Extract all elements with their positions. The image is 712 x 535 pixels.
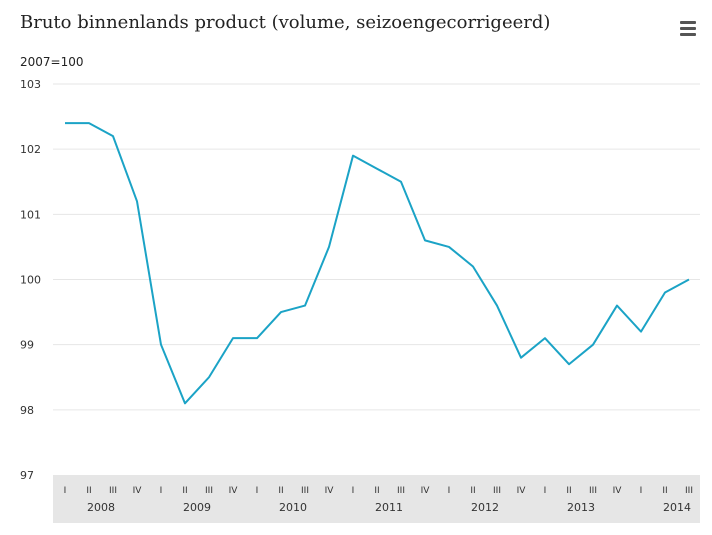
y-tick-label: 103 <box>20 78 41 91</box>
x-tick-label: II <box>182 486 187 496</box>
x-tick-label: II <box>86 486 91 496</box>
y-tick-label: 101 <box>20 208 41 221</box>
x-tick-label: II <box>374 486 379 496</box>
x-tick-label: III <box>301 486 309 496</box>
gridlines <box>53 83 700 411</box>
x-tick-label: IV <box>133 486 143 496</box>
year-label: 2009 <box>183 501 211 514</box>
x-tick-label: III <box>493 486 501 496</box>
x-tick-label: I <box>544 486 547 496</box>
year-label: 2013 <box>567 501 595 514</box>
x-tick-label: IV <box>421 486 431 496</box>
year-label: 2010 <box>279 501 307 514</box>
x-tick-label: IV <box>325 486 335 496</box>
chart-title: Bruto binnenlands product (volume, seizo… <box>20 12 551 33</box>
y-tick-label: 100 <box>20 274 41 287</box>
x-tick-label: IV <box>517 486 527 496</box>
x-tick-label: II <box>662 486 667 496</box>
hamburger-menu-icon[interactable] <box>676 16 700 40</box>
x-tick-label: II <box>278 486 283 496</box>
x-tick-label: IV <box>229 486 239 496</box>
x-tick-label: III <box>109 486 117 496</box>
x-tick-label: I <box>160 486 163 496</box>
x-tick-label: I <box>64 486 67 496</box>
x-axis-band <box>53 475 700 523</box>
year-label: 2011 <box>375 501 403 514</box>
series-layer <box>64 122 690 405</box>
x-tick-label: II <box>566 486 571 496</box>
year-label: 2008 <box>87 501 115 514</box>
x-tick-label: IV <box>613 486 623 496</box>
y-tick-label: 99 <box>20 339 34 352</box>
x-axis-ticks: I II III IV I II III IV I II III IV I II III IV I II III IV… <box>64 486 693 514</box>
x-tick-label: III <box>205 486 213 496</box>
x-tick-label: III <box>397 486 405 496</box>
x-tick-label: I <box>256 486 259 496</box>
y-tick-label: 97 <box>20 469 34 482</box>
x-tick-label: II <box>470 486 475 496</box>
y-tick-label: 102 <box>20 143 41 156</box>
year-label: 2014 <box>663 501 691 514</box>
series-line <box>65 122 690 405</box>
y-tick-label: 98 <box>20 404 34 417</box>
x-tick-label: III <box>685 486 693 496</box>
unit-label: 2007=100 <box>20 55 84 69</box>
x-tick-label: I <box>640 486 643 496</box>
y-axis-ticks: 103 102 101 100 99 98 97 <box>20 78 41 482</box>
year-label: 2012 <box>471 501 499 514</box>
x-tick-label: III <box>589 486 597 496</box>
x-tick-label: I <box>448 486 451 496</box>
x-tick-label: I <box>352 486 355 496</box>
